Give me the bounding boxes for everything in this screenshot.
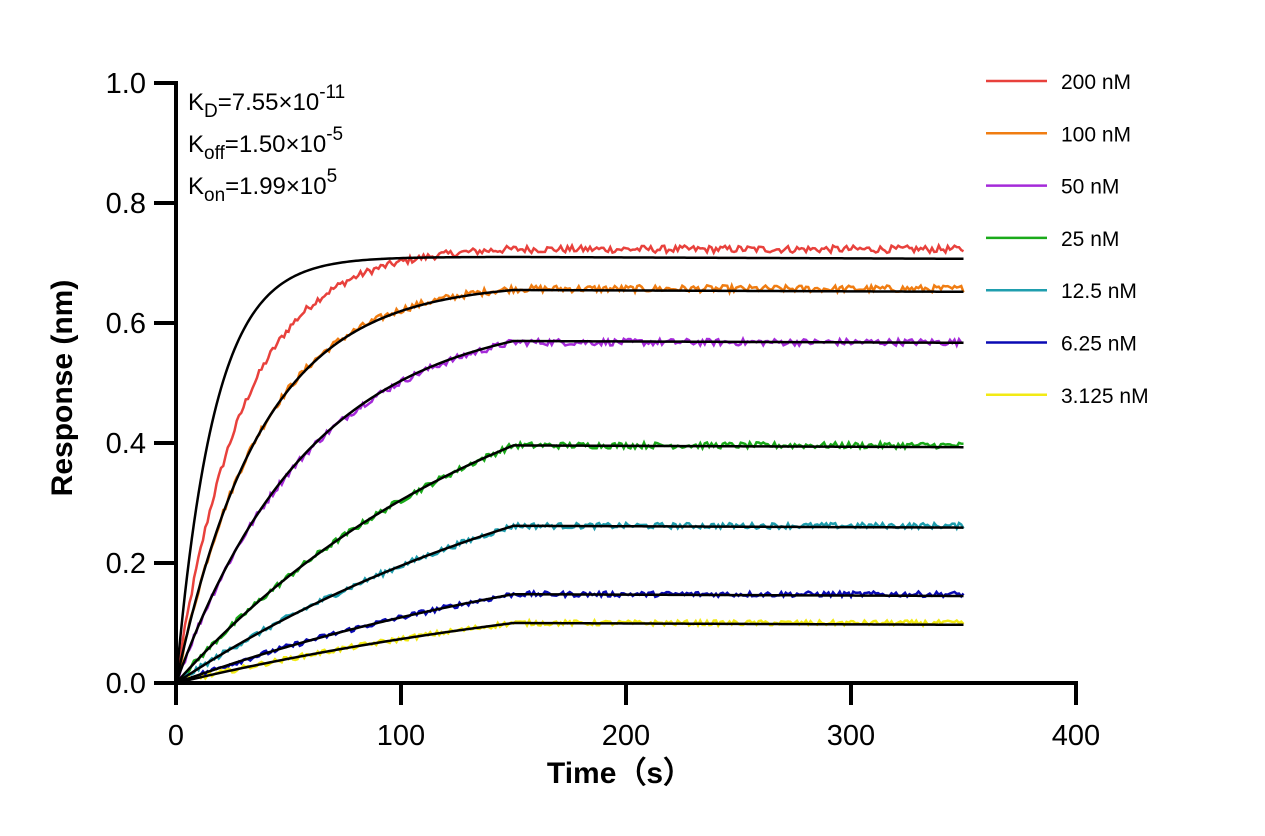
legend: 200 nM 100 nM 50 nM 25 nM 12.5 nM 6.25 nM 3.12…	[986, 71, 1149, 408]
legend-label: 100 nM	[1061, 123, 1131, 146]
legend-label: 12.5 nM	[1061, 280, 1137, 303]
x-tick-label: 300	[827, 720, 875, 752]
fit-curve-50-nM	[174, 339, 964, 684]
x-axis-title: Time（s）	[547, 756, 693, 790]
y-tick-label: 0.6	[106, 308, 146, 340]
y-tick-label: 0.4	[106, 428, 146, 460]
legend-label: 50 nM	[1061, 176, 1119, 199]
x-tick-label: 200	[602, 720, 650, 752]
y-tick-label: 0.2	[106, 548, 146, 580]
kinetics-annotation: Kon=1.99×105	[188, 166, 337, 206]
series-trace-50-nM	[175, 335, 964, 684]
x-tick-label: 100	[377, 720, 425, 752]
y-tick-label: 1.0	[106, 68, 146, 100]
fit-curve-3-125-nM	[175, 621, 964, 685]
legend-label: 3.125 nM	[1061, 385, 1149, 408]
legend-label: 6.25 nM	[1061, 333, 1137, 356]
fit-curve-6-25-nM	[175, 592, 964, 685]
series-trace-6-25-nM	[175, 589, 965, 685]
y-tick-label: 0.0	[106, 668, 146, 700]
series-trace-100-nM	[174, 281, 965, 684]
legend-label: 200 nM	[1061, 71, 1131, 94]
fit-curve-12-5-nM	[175, 524, 964, 685]
series-trace-200-nM	[174, 242, 965, 684]
y-tick-label: 0.8	[106, 188, 146, 220]
fit-curve-25-nM	[175, 444, 964, 684]
kinetics-annotation: KD=7.55×10-11	[188, 82, 345, 122]
x-tick-label: 400	[1052, 720, 1100, 752]
fit-curve-200-nM	[174, 255, 964, 684]
y-axis-title: Response (nm)	[46, 280, 79, 497]
fit-layer	[174, 255, 964, 685]
legend-label: 25 nM	[1061, 228, 1119, 251]
axes-layer: 0 100 200 300 400 0.0 0.2 0.4 0.6 0.8 1.0	[106, 68, 1101, 752]
series-trace-3-125-nM	[175, 617, 965, 685]
kinetics-annotation: Koff=1.50×10-5	[188, 124, 343, 164]
x-tick-label: 0	[168, 720, 184, 752]
fit-curve-100-nM	[174, 288, 964, 684]
